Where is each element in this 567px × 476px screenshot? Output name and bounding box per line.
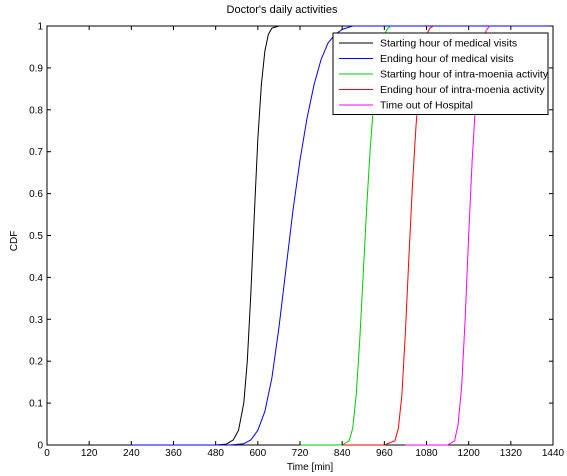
x-tick-label: 720 <box>292 448 309 459</box>
x-tick-label: 120 <box>81 448 98 459</box>
y-tick-label: 1 <box>37 22 43 33</box>
x-tick-label: 480 <box>207 448 224 459</box>
axis-ticks: 0 120 240 360 480 600 720 840 960 1080 1200 1320 144… <box>29 22 564 460</box>
legend-label: Starting hour of intra-moenia activity <box>380 69 549 81</box>
y-tick-label: 0.8 <box>29 105 43 116</box>
y-tick-label: 0.2 <box>29 357 43 368</box>
y-tick-label: 0 <box>37 441 43 452</box>
legend-label: Starting hour of medical visits <box>380 38 517 50</box>
y-tick-label: 0.7 <box>29 147 43 158</box>
x-tick-label: 1440 <box>542 448 565 459</box>
legend: Starting hour of medical visits Ending ho… <box>332 32 549 115</box>
chart-title: Doctor's daily activities <box>227 4 338 16</box>
legend-label: Ending hour of intra-moenia activity <box>380 84 545 96</box>
series-line-1 <box>131 25 553 446</box>
y-axis-label: CDF <box>9 231 20 252</box>
legend-label: Ending hour of medical visits <box>380 53 514 65</box>
x-tick-label: 0 <box>44 448 50 459</box>
x-tick-label: 600 <box>249 448 266 459</box>
y-tick-label: 0.6 <box>29 189 43 200</box>
y-tick-label: 0.4 <box>29 273 43 284</box>
y-tick-label: 0.9 <box>29 63 43 74</box>
y-tick-label: 0.5 <box>29 231 43 242</box>
x-tick-label: 1200 <box>458 448 481 459</box>
x-axis-label: Time [min] <box>287 462 334 473</box>
y-tick-label: 0.3 <box>29 315 43 326</box>
x-tick-label: 1080 <box>415 448 438 459</box>
y-tick-label: 0.1 <box>29 399 43 410</box>
legend-label: Time out of Hospital <box>380 100 473 112</box>
x-tick-label: 240 <box>123 448 140 459</box>
x-tick-label: 1320 <box>500 448 523 459</box>
x-tick-label: 360 <box>165 448 182 459</box>
x-tick-label: 960 <box>376 448 393 459</box>
x-tick-label: 840 <box>334 448 351 459</box>
